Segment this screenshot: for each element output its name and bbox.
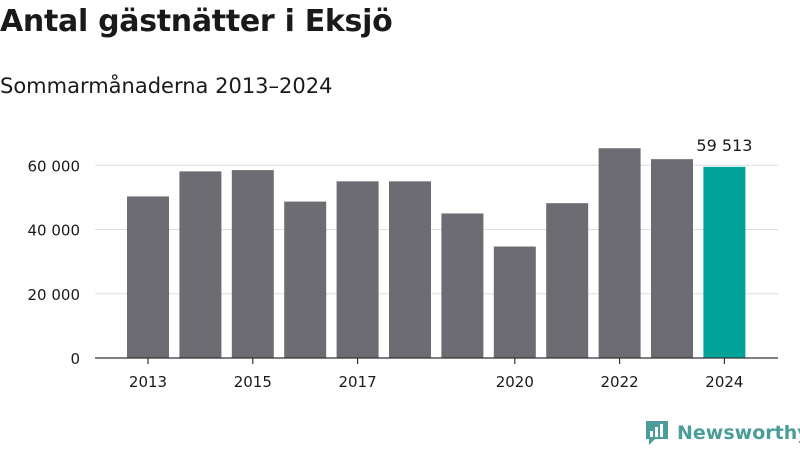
- bars: [127, 148, 746, 358]
- bar-2013: [127, 196, 169, 358]
- x-tick-label: 2020: [496, 373, 534, 391]
- y-tick-label: 0: [70, 350, 80, 368]
- axes: [95, 357, 778, 364]
- bar-2021: [546, 203, 589, 358]
- brand-logo: Newsworthy: [644, 418, 800, 448]
- chart-title: Antal gästnätter i Eksjö: [0, 4, 393, 39]
- bar-2020: [493, 246, 536, 358]
- x-tick-label: 2015: [234, 373, 272, 391]
- bar-2014: [179, 171, 222, 358]
- bar-2019: [441, 213, 484, 358]
- x-tick-label: 2022: [601, 373, 639, 391]
- labels: 0 20 000 40 000 60 000 2013 2015 2017 2020 2022 2…: [28, 136, 753, 391]
- chart-subtitle: Sommarmånaderna 2013–2024: [0, 74, 333, 98]
- brand-name: Newsworthy: [677, 422, 800, 444]
- x-tick-label: 2013: [129, 373, 167, 391]
- y-tick-label: 40 000: [28, 222, 81, 240]
- bar-2018: [389, 181, 431, 358]
- bar-2022: [598, 148, 641, 358]
- value-label: 59 513: [696, 136, 752, 155]
- x-tick-label: 2017: [339, 373, 377, 391]
- bar-2024: [703, 166, 746, 358]
- bar-2016: [284, 201, 327, 358]
- y-tick-label: 20 000: [28, 286, 81, 304]
- newsworthy-logo-icon: [646, 421, 668, 445]
- x-tick-label: 2024: [705, 373, 743, 391]
- y-tick-label: 60 000: [28, 157, 81, 175]
- bar-2023: [651, 159, 693, 358]
- bar-2017: [336, 181, 379, 358]
- bar-2015: [231, 170, 274, 358]
